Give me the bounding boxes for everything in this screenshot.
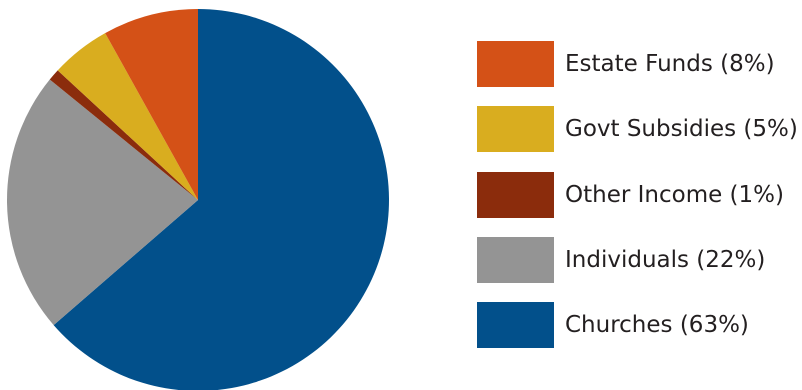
legend-label: Estate Funds (8%) [565,51,775,77]
legend-label: Other Income (1%) [565,182,784,208]
pie-slice-other-income [49,70,199,201]
legend-label: Individuals (22%) [565,247,766,273]
pie-slice-govt-subsidies [57,33,198,201]
pie-slice-churches [53,9,389,390]
legend-swatch [477,41,554,87]
pie-slice-estate-funds [105,9,198,200]
legend-swatch [477,302,554,348]
legend-label: Govt Subsidies (5%) [565,116,798,142]
legend-swatch [477,106,554,152]
legend-swatch [477,172,554,218]
legend-swatch [477,237,554,283]
legend-label: Churches (63%) [565,312,749,338]
pie-slice-individuals [6,79,199,326]
